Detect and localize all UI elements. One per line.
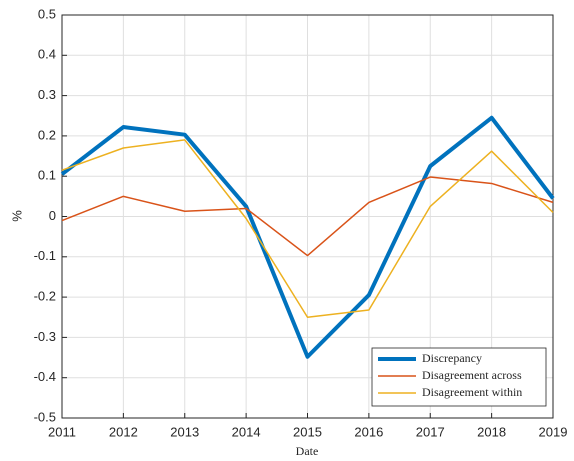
y-tick-label: -0.1 xyxy=(34,248,56,263)
legend-label: Disagreement across xyxy=(422,368,522,382)
x-tick-label: 2018 xyxy=(477,424,506,439)
x-axis-label: Date xyxy=(296,444,319,458)
y-tick-label: 0.3 xyxy=(38,87,56,102)
x-tick-label: 2019 xyxy=(539,424,568,439)
y-tick-label: 0.2 xyxy=(38,127,56,142)
y-tick-label: -0.3 xyxy=(34,329,56,344)
y-axis-label: % xyxy=(9,210,24,222)
series-line xyxy=(60,115,555,359)
x-tick-label: 2011 xyxy=(48,424,76,439)
y-tick-label: 0 xyxy=(49,208,56,223)
x-tick-label: 2017 xyxy=(416,424,445,439)
x-tick-label: 2012 xyxy=(109,424,138,439)
legend-label: Disagreement within xyxy=(422,385,522,399)
y-tick-label: -0.4 xyxy=(34,369,56,384)
y-tick-label: -0.2 xyxy=(34,289,56,304)
x-tick-label: 2014 xyxy=(232,424,261,439)
legend-label: Discrepancy xyxy=(422,351,482,365)
x-tick-label: 2013 xyxy=(170,424,199,439)
y-tick-label: 0.1 xyxy=(38,168,56,183)
y-tick-label: 0.5 xyxy=(38,6,56,21)
series-line xyxy=(61,176,554,257)
y-tick-label: -0.5 xyxy=(34,409,56,424)
series-line xyxy=(61,139,554,318)
x-tick-label: 2015 xyxy=(293,424,322,439)
y-tick-label: 0.4 xyxy=(38,47,56,62)
plot-frame xyxy=(61,14,554,419)
x-tick-label: 2016 xyxy=(354,424,383,439)
